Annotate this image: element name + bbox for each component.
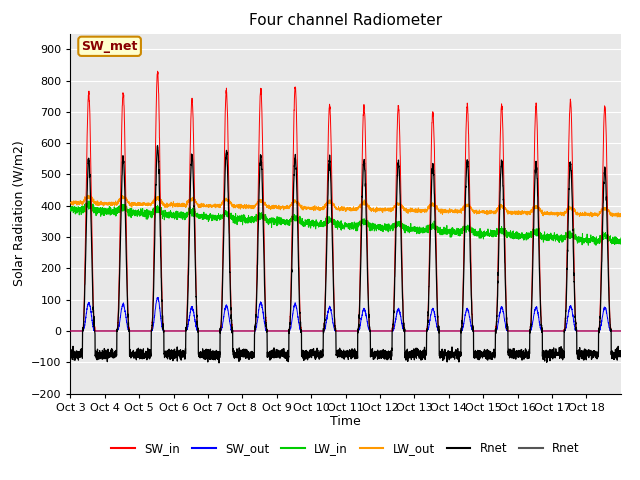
X-axis label: Time: Time: [330, 415, 361, 429]
Text: SW_met: SW_met: [81, 40, 138, 53]
Y-axis label: Solar Radiation (W/m2): Solar Radiation (W/m2): [12, 141, 26, 287]
Title: Four channel Radiometer: Four channel Radiometer: [249, 13, 442, 28]
Legend: SW_in, SW_out, LW_in, LW_out, Rnet, Rnet: SW_in, SW_out, LW_in, LW_out, Rnet, Rnet: [107, 437, 584, 460]
